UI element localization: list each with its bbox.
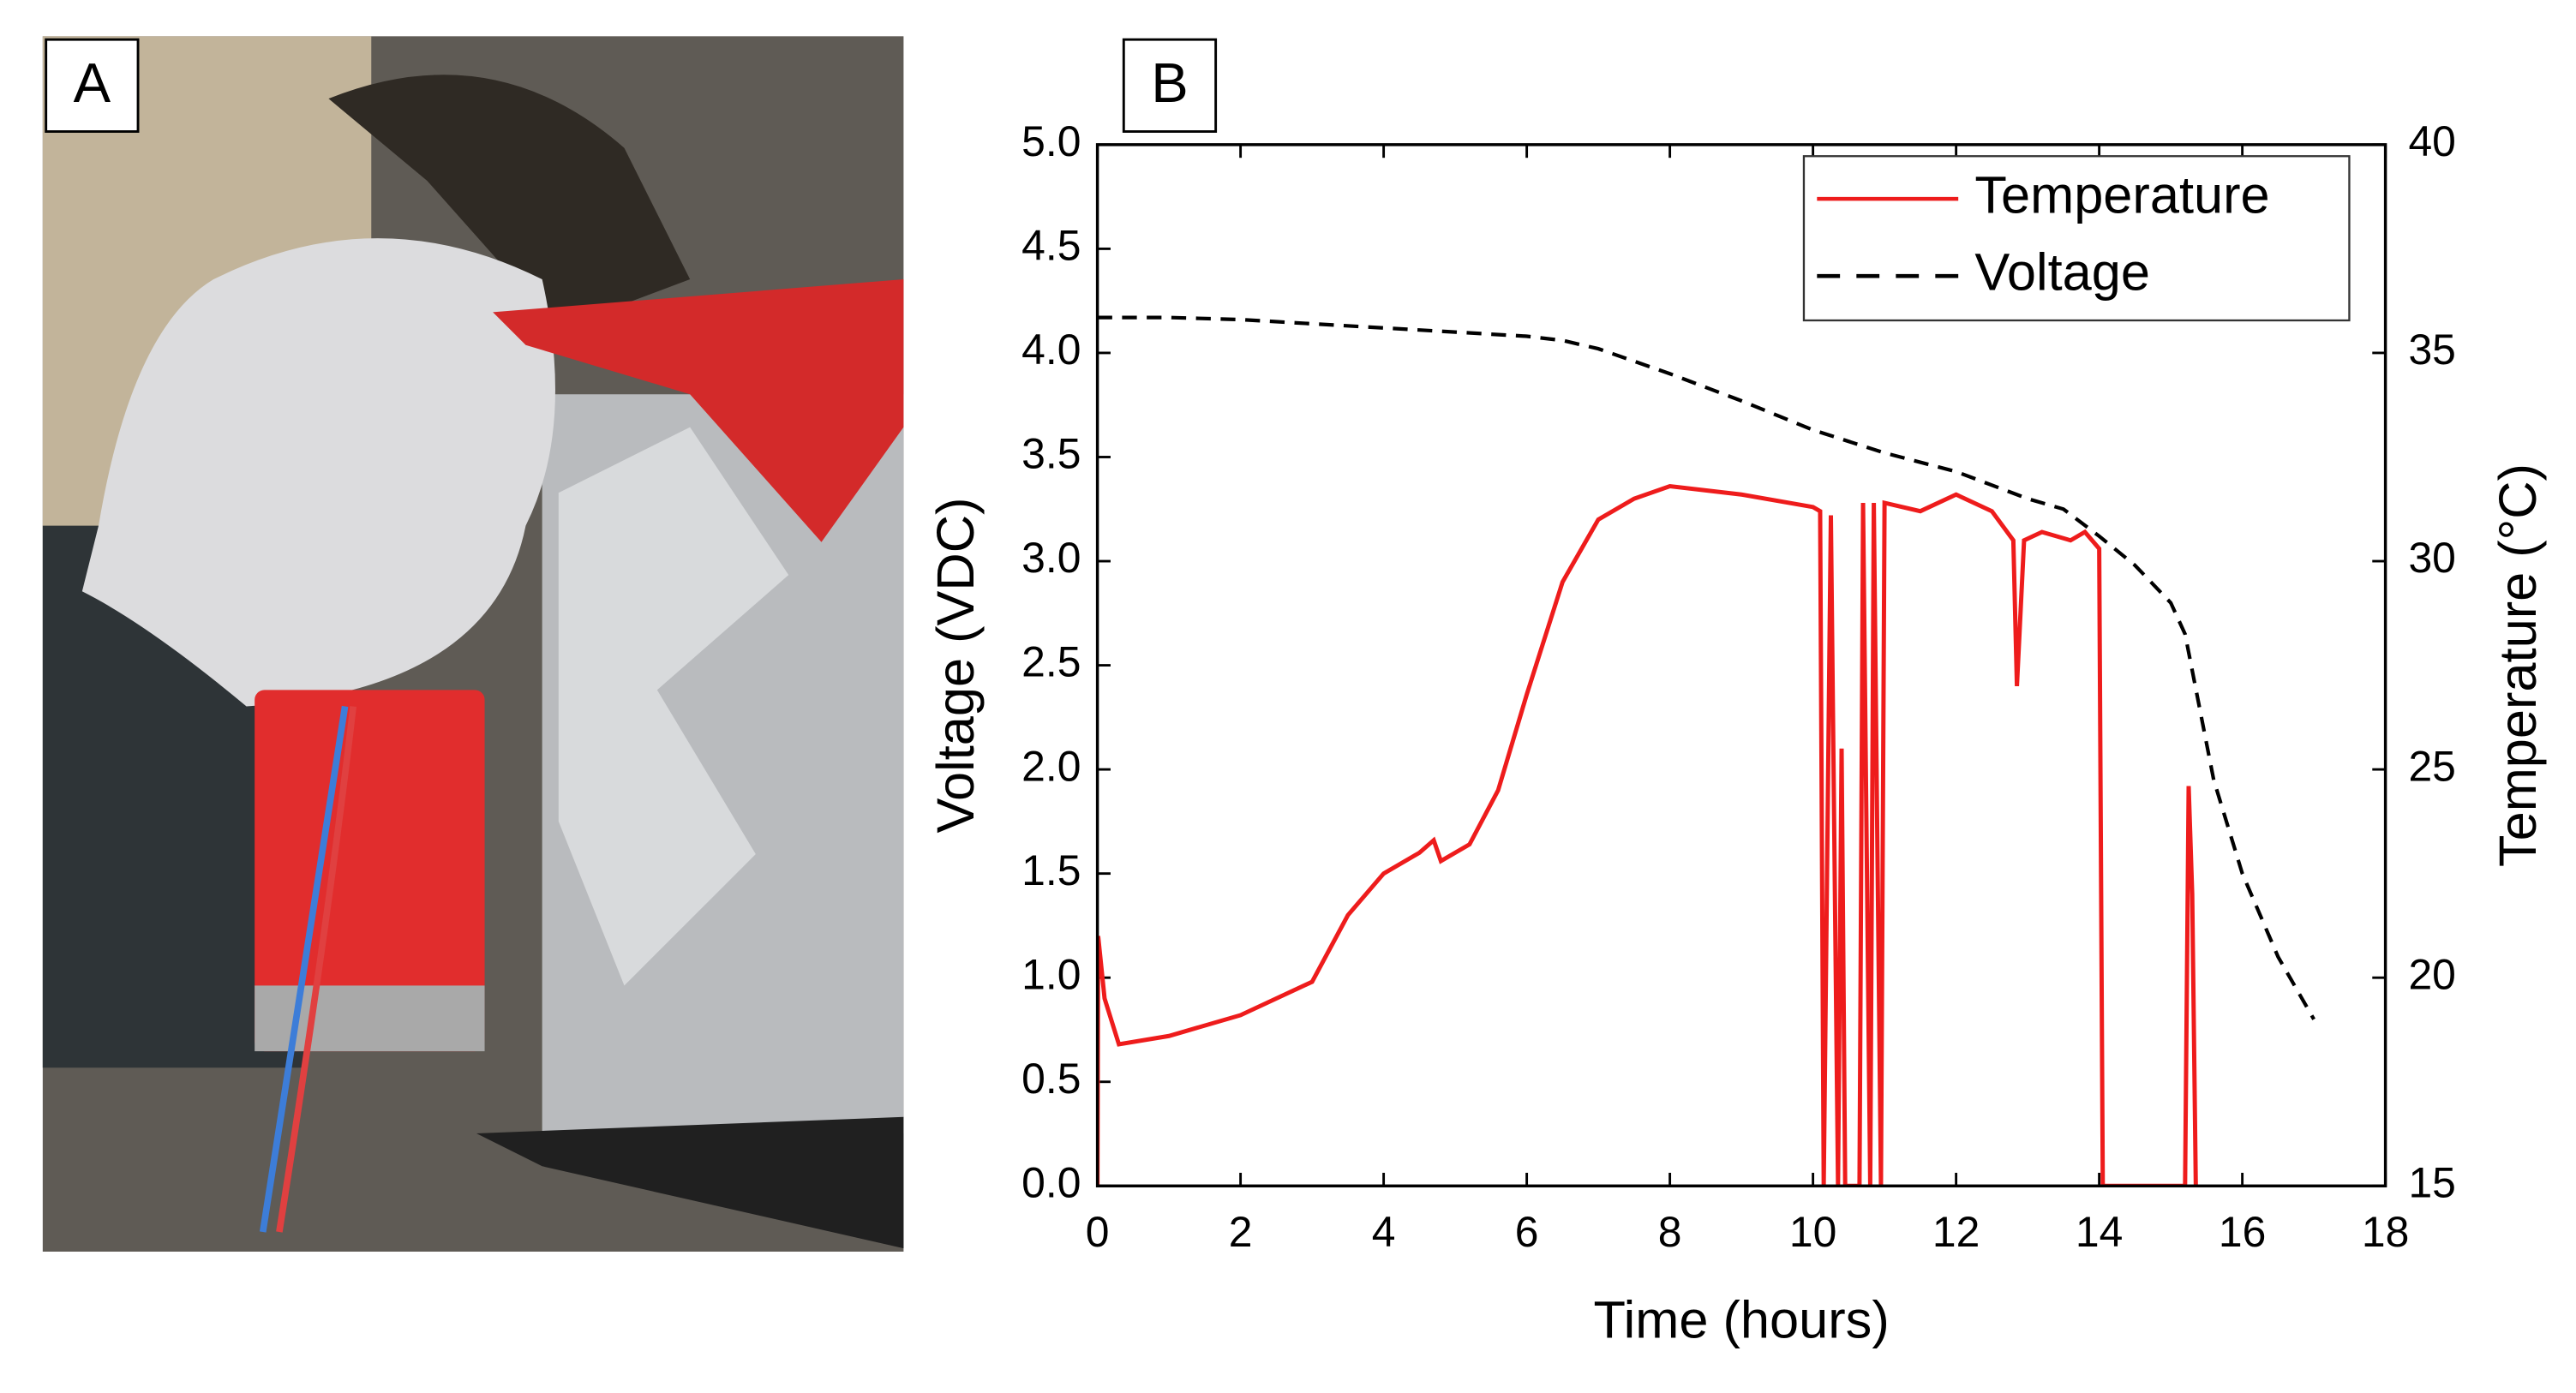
wire: [259, 705, 349, 1233]
x-tick-label: 4: [1372, 1208, 1396, 1256]
chart: 0 2 4 6 8 10 12 14 16 18 0.0 0.5 1.0 1.5 2.0 2.5 3.0 3.5 4…: [926, 117, 2547, 1349]
panel-label-box: [45, 38, 140, 133]
x-tick-label: 2: [1229, 1208, 1253, 1256]
y2-tick-label: 30: [2408, 534, 2455, 582]
y2-tick-label: 35: [2408, 326, 2455, 374]
x-axis-label: Time (hours): [1593, 1290, 1889, 1349]
y-axis-label: Voltage (VDC): [926, 498, 985, 834]
legend-label: Voltage: [1974, 242, 2150, 301]
panel-label-box: [1122, 38, 1218, 133]
x-tick-label: 0: [1086, 1208, 1110, 1256]
legend-box: [1802, 155, 2351, 322]
y-tick-label: 3.0: [1021, 534, 1081, 582]
cylinder-base: [255, 985, 485, 1052]
legend-label: Temperature: [1974, 164, 2269, 224]
y-tick-label: 2.0: [1021, 742, 1081, 790]
series-line: [1097, 483, 2198, 1187]
y-tick-label: 2.5: [1021, 638, 1081, 686]
red-cylinder: [255, 690, 485, 1052]
red-clip: [493, 279, 904, 542]
x-tick-label: 16: [2219, 1208, 2266, 1256]
black-clip: [476, 1116, 904, 1249]
y-tick-label: 4.5: [1021, 222, 1081, 270]
plot-frame: [1095, 143, 2387, 1188]
cloth: [81, 238, 555, 707]
y-tick-label: 3.5: [1021, 430, 1081, 478]
y2-tick-label: 15: [2408, 1158, 2455, 1206]
x-tick-label: 12: [1932, 1208, 1980, 1256]
photo: [42, 36, 904, 1252]
y-tick-label: 1.0: [1021, 950, 1081, 998]
panel-label: B: [1151, 51, 1188, 114]
y-tick-label: 4.0: [1021, 326, 1081, 374]
y2-tick-label: 40: [2408, 117, 2455, 165]
series-line: [1097, 315, 2315, 1020]
y2-axis-label: Temperature (°C): [2488, 463, 2547, 867]
panel-label: A: [74, 51, 111, 114]
y2-tick-label: 20: [2408, 950, 2455, 998]
y-tick-label: 1.5: [1021, 846, 1081, 894]
x-tick-label: 18: [2362, 1208, 2409, 1256]
x-tick-label: 10: [1789, 1208, 1836, 1256]
x-tick-label: 6: [1515, 1208, 1539, 1256]
y2-tick-label: 25: [2408, 742, 2455, 790]
wire: [276, 706, 356, 1233]
y-tick-label: 0.5: [1021, 1055, 1081, 1103]
y-tick-label: 5.0: [1021, 117, 1081, 165]
y-tick-label: 0.0: [1021, 1158, 1081, 1206]
x-tick-label: 8: [1658, 1208, 1682, 1256]
x-tick-label: 14: [2076, 1208, 2123, 1256]
clamp: [328, 75, 691, 329]
foil-highlight: [558, 427, 789, 986]
